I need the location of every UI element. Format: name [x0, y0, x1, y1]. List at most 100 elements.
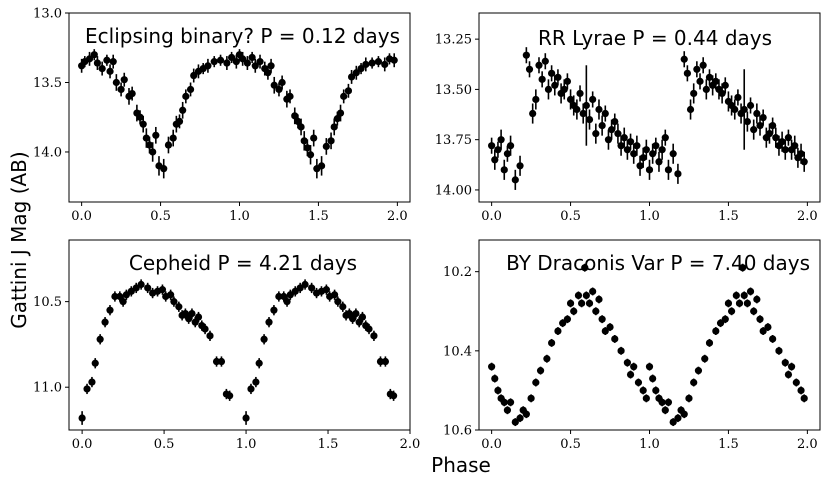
data-point [623, 146, 631, 154]
data-point [674, 414, 682, 422]
data-point [617, 347, 625, 355]
data-point [170, 298, 178, 306]
x-axis-label: Phase [431, 453, 491, 477]
y-tick-label: 13.5 [33, 76, 62, 91]
data-point [563, 77, 572, 85]
x-tick-label: 2.0 [400, 437, 421, 452]
data-point [322, 142, 330, 151]
data-point [740, 105, 748, 114]
data-point [623, 359, 631, 367]
data-point [781, 146, 789, 154]
data-point [506, 142, 515, 150]
data-point [491, 156, 499, 164]
panel-rr-lyrae: RR Lyrae P = 0.44 days [478, 12, 821, 203]
data-point [592, 130, 600, 138]
data-point [581, 264, 589, 272]
data-point [548, 339, 556, 347]
data-point [212, 357, 221, 366]
data-point [721, 81, 729, 89]
data-point [649, 374, 657, 383]
data-point [247, 385, 255, 393]
panel-frame [68, 239, 411, 431]
data-point [778, 138, 786, 146]
x-tick-label: 1.5 [718, 437, 739, 452]
data-point [267, 62, 275, 70]
x-tick-label: 1.0 [229, 209, 250, 224]
y-tick-label: 11.0 [33, 381, 62, 396]
data-point [604, 136, 613, 144]
data-point [228, 53, 236, 62]
data-point [179, 106, 187, 114]
data-point [357, 64, 365, 73]
data-point [322, 286, 330, 294]
data-point [149, 148, 157, 156]
data-point [734, 93, 742, 102]
x-tick-label: 2.0 [387, 209, 408, 224]
x-tick-label: 1.0 [639, 437, 660, 452]
data-point [800, 158, 808, 166]
data-point [503, 406, 512, 414]
data-point [541, 57, 549, 65]
data-point [352, 69, 360, 77]
data-point [300, 137, 308, 145]
data-point [554, 73, 562, 81]
data-point [614, 130, 622, 138]
data-point [511, 418, 519, 426]
data-point [264, 69, 272, 77]
data-point [175, 117, 184, 125]
data-point [128, 90, 136, 98]
data-point [680, 410, 688, 418]
data-point [750, 126, 758, 134]
data-point [595, 105, 603, 114]
x-tick-label: 1.0 [236, 437, 257, 452]
x-tick-label: 0.5 [560, 209, 581, 224]
data-point [243, 59, 251, 67]
data-point [792, 378, 800, 387]
data-point [746, 287, 755, 296]
x-tick-label: 0.5 [150, 209, 171, 224]
data-point [746, 101, 755, 110]
data-point [139, 120, 147, 128]
data-point [506, 398, 515, 406]
data-point [310, 134, 318, 142]
data-point [286, 92, 294, 100]
data-point [585, 115, 594, 124]
y-tick-label: 13.25 [435, 33, 472, 48]
data-point [144, 284, 152, 292]
data-point [630, 150, 638, 158]
data-point [652, 142, 660, 150]
data-point [217, 357, 226, 366]
data-point [611, 335, 619, 343]
data-point [78, 414, 86, 422]
x-tick-label: 2.0 [797, 209, 818, 224]
data-point [548, 69, 556, 77]
data-point [160, 165, 168, 173]
data-point [137, 280, 145, 289]
data-point [352, 310, 360, 318]
data-point [334, 298, 342, 306]
data-point [712, 77, 720, 85]
data-point [275, 85, 283, 94]
data-point [182, 92, 190, 100]
data-point [664, 398, 673, 406]
data-point [705, 339, 714, 347]
data-point [106, 67, 114, 75]
data-point [626, 370, 635, 379]
data-point [349, 315, 357, 323]
data-point [370, 332, 378, 340]
data-point [617, 142, 625, 150]
panel-marks: 0.0 0.5 1.0 1.5 2.0 10.5 11.0 [33, 279, 420, 452]
data-point [90, 51, 98, 59]
data-point [694, 367, 703, 375]
data-point [120, 76, 128, 84]
data-point [538, 75, 546, 83]
data-point [525, 65, 534, 73]
data-point [365, 325, 373, 333]
y-tick-label: 13.50 [435, 83, 472, 98]
data-point [639, 154, 647, 162]
data-point [585, 299, 594, 307]
data-point [775, 347, 783, 355]
data-point [739, 264, 747, 272]
data-point [718, 89, 726, 98]
data-point [283, 298, 291, 306]
